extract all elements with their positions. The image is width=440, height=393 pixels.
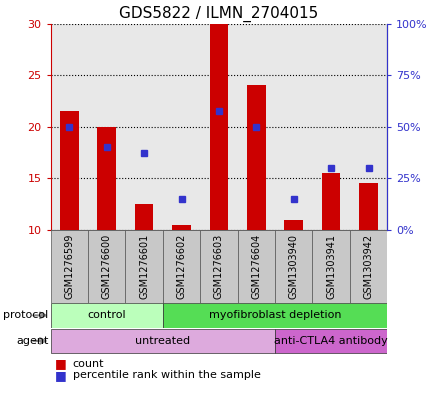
Bar [275,329,387,353]
Text: untreated: untreated [135,336,191,346]
Bar [60,111,79,230]
Bar [200,230,238,303]
Title: GDS5822 / ILMN_2704015: GDS5822 / ILMN_2704015 [119,6,319,22]
Bar [247,86,266,230]
Text: GSM1303941: GSM1303941 [326,234,336,299]
Bar [238,230,275,303]
Bar [163,303,387,328]
Bar [125,230,163,303]
Text: myofibroblast depletion: myofibroblast depletion [209,310,341,320]
Text: count: count [73,358,104,369]
Bar [284,220,303,230]
Bar [275,230,312,303]
Bar [135,204,154,230]
Bar [51,329,275,353]
Bar [51,230,88,303]
Text: GSM1276600: GSM1276600 [102,233,112,299]
Bar [312,230,350,303]
Bar [172,225,191,230]
Text: GSM1276602: GSM1276602 [176,233,187,299]
Text: anti-CTLA4 antibody: anti-CTLA4 antibody [274,336,388,346]
Bar [322,173,341,230]
Bar [51,303,163,328]
Bar [350,230,387,303]
Bar [97,127,116,230]
Bar [163,230,200,303]
Bar [209,24,228,230]
Text: ■: ■ [55,369,67,382]
Text: GSM1303942: GSM1303942 [363,234,374,299]
Bar [88,230,125,303]
Bar [359,184,378,230]
Text: control: control [88,310,126,320]
Text: percentile rank within the sample: percentile rank within the sample [73,370,260,380]
Text: protocol: protocol [3,310,48,320]
Text: GSM1276601: GSM1276601 [139,233,149,299]
Text: ■: ■ [55,357,67,370]
Text: GSM1276604: GSM1276604 [251,233,261,299]
Text: GSM1276603: GSM1276603 [214,233,224,299]
Text: agent: agent [16,336,48,346]
Text: GSM1276599: GSM1276599 [64,233,74,299]
Text: GSM1303940: GSM1303940 [289,234,299,299]
